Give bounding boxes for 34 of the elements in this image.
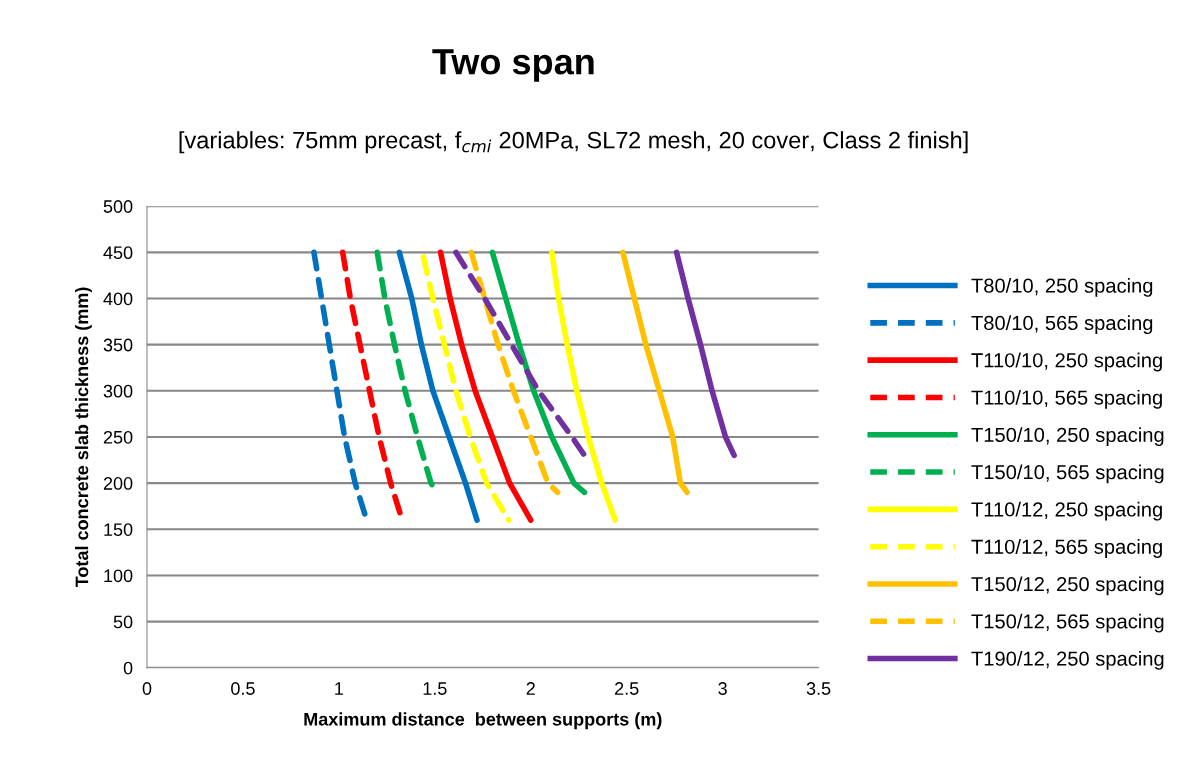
legend-label: T110/12, 565 spacing (971, 539, 1162, 558)
legend-label: T110/12, 250 spacing (971, 501, 1162, 521)
legend-label: T190/12, 250 spacing (971, 651, 1164, 670)
chart-subtitle: [variables: 75mm precast, f$_{cmi}$ 20MPa, SL72 mesh, 20 cover, Class 2 finish] (179, 131, 968, 154)
y-tick-label: 150 (104, 523, 133, 536)
y-tick-label: 0 (123, 661, 133, 675)
y-tick-label: 250 (103, 430, 133, 444)
legend-label: T80/10, 250 spacing (971, 278, 1153, 297)
legend-label: T150/12, 250 spacing (971, 576, 1164, 596)
chart-title: Two span (432, 49, 594, 82)
y-tick-label: 400 (103, 292, 133, 306)
legend-label: T110/10, 250 spacing (971, 352, 1162, 372)
x-tick-label: 2.5 (615, 682, 639, 695)
y-tick-label: 50 (113, 615, 133, 629)
x-tick-label: 2 (526, 682, 535, 695)
x-tick-label: 0 (142, 682, 152, 695)
y-tick-label: 450 (103, 246, 133, 260)
legend-label: T110/10, 565 spacing (971, 389, 1162, 409)
y-tick-label: 200 (103, 477, 133, 490)
y-tick-label: 300 (103, 384, 133, 398)
legend-label: T80/10, 565 spacing (971, 315, 1153, 335)
y-tick-label: 500 (103, 200, 133, 213)
x-tick-label: 3.5 (806, 682, 831, 695)
legend-label: T150/10, 250 spacing (971, 427, 1164, 446)
legend-label: T150/12, 565 spacing (971, 613, 1164, 633)
legend-label: T150/10, 565 spacing (971, 464, 1164, 484)
y-axis-title: Total concrete slab thickness (mm) (75, 287, 92, 588)
y-tick-label: 100 (104, 569, 133, 583)
x-tick-label: 1 (335, 682, 344, 695)
x-axis-title: Maximum distance between supports (m) (304, 712, 662, 730)
x-tick-label: 1.5 (423, 682, 447, 695)
x-tick-label: 0.5 (231, 682, 255, 695)
x-tick-label: 3 (718, 682, 727, 695)
y-tick-label: 350 (103, 338, 133, 352)
